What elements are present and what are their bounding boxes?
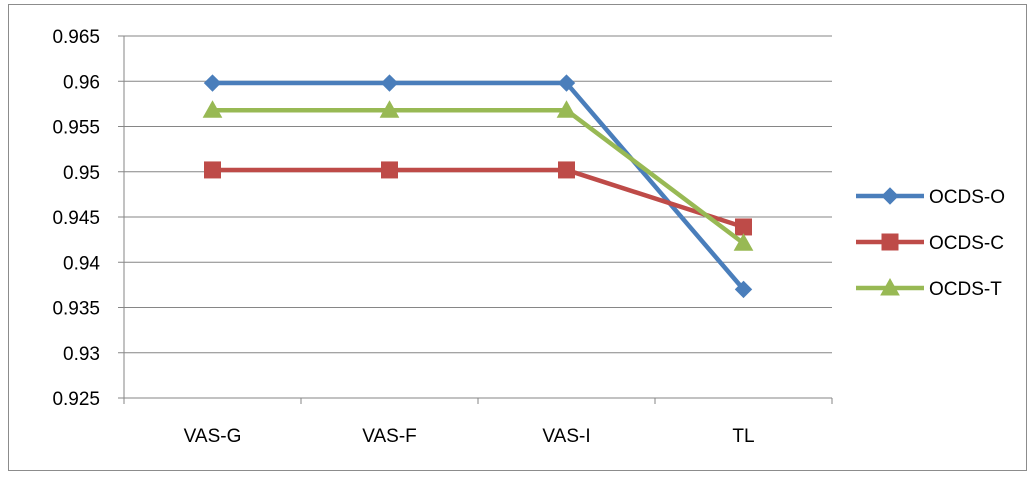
y-tick-labels: 0.965 0.96 0.955 0.95 0.945 0.94 0.935 0.93 0.92… bbox=[52, 27, 100, 410]
legend-label: OCDS-O bbox=[929, 187, 1005, 208]
x-tick-label: VAS-G bbox=[184, 426, 242, 447]
data-point bbox=[204, 161, 221, 179]
y-tick-label: 0.93 bbox=[63, 344, 100, 365]
y-tick-label: 0.965 bbox=[52, 27, 100, 48]
series-layer bbox=[202, 74, 754, 299]
y-tick-label: 0.95 bbox=[63, 163, 100, 184]
legend-marker bbox=[881, 233, 899, 251]
legend: OCDS-O OCDS-C OCDS-T bbox=[856, 187, 1005, 300]
legend-marker bbox=[880, 277, 900, 296]
data-point bbox=[380, 74, 399, 92]
legend-marker bbox=[881, 187, 899, 205]
legend-item-ocds-c: OCDS-C bbox=[856, 233, 1004, 254]
y-tick-label: 0.935 bbox=[52, 299, 100, 320]
series-line bbox=[210, 107, 746, 246]
y-tick-label: 0.94 bbox=[63, 253, 100, 274]
x-tick-labels: VAS-G VAS-F VAS-I TL bbox=[184, 426, 755, 447]
legend-label: OCDS-T bbox=[929, 279, 1002, 300]
y-tick-label: 0.96 bbox=[63, 72, 100, 93]
data-point bbox=[558, 161, 575, 179]
data-point bbox=[734, 280, 753, 299]
data-point bbox=[733, 233, 754, 251]
y-tick-label: 0.955 bbox=[52, 118, 100, 139]
data-point bbox=[735, 218, 752, 236]
data-point bbox=[202, 100, 223, 118]
x-tick-label: TL bbox=[732, 426, 754, 447]
data-point bbox=[379, 100, 400, 118]
series-line bbox=[210, 167, 746, 230]
legend-item-ocds-o: OCDS-O bbox=[856, 187, 1005, 208]
y-tick-label: 0.945 bbox=[52, 208, 100, 229]
chart-border bbox=[8, 4, 1027, 471]
series-line bbox=[210, 80, 746, 292]
axes bbox=[118, 35, 833, 404]
data-point bbox=[557, 74, 576, 92]
y-tick-label: 0.925 bbox=[52, 389, 100, 410]
data-point bbox=[203, 74, 222, 92]
x-tick-label: VAS-F bbox=[362, 426, 417, 447]
series-ocds-t bbox=[202, 100, 754, 251]
legend-label: OCDS-C bbox=[929, 233, 1004, 254]
data-point bbox=[556, 100, 577, 118]
series-ocds-o bbox=[203, 74, 753, 299]
x-tick-label: VAS-I bbox=[542, 426, 590, 447]
legend-item-ocds-t: OCDS-T bbox=[856, 277, 1002, 300]
data-point bbox=[381, 161, 398, 179]
